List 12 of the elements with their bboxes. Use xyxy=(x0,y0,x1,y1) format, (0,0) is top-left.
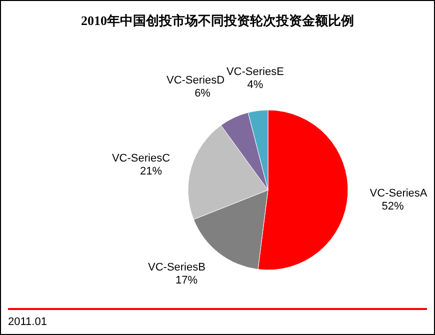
data-label: 21% xyxy=(140,166,162,178)
chart-title: 2010年中国创投市场不同投资轮次投资金额比例 xyxy=(81,13,354,28)
text: 2011.01 xyxy=(8,316,47,328)
slice-label: VC-SeriesE xyxy=(226,66,284,78)
data-label: 6% xyxy=(194,88,211,100)
data-label: 4% xyxy=(247,78,264,91)
slice-label: VC-SeriesD xyxy=(166,74,225,87)
data-label: 17% xyxy=(175,274,198,287)
slice-label: VC-SeriesB xyxy=(148,262,206,274)
slice-label: VC-SeriesA xyxy=(370,187,428,200)
data-label: 52% xyxy=(382,200,404,212)
slice-label: VC-SeriesC xyxy=(112,152,170,165)
